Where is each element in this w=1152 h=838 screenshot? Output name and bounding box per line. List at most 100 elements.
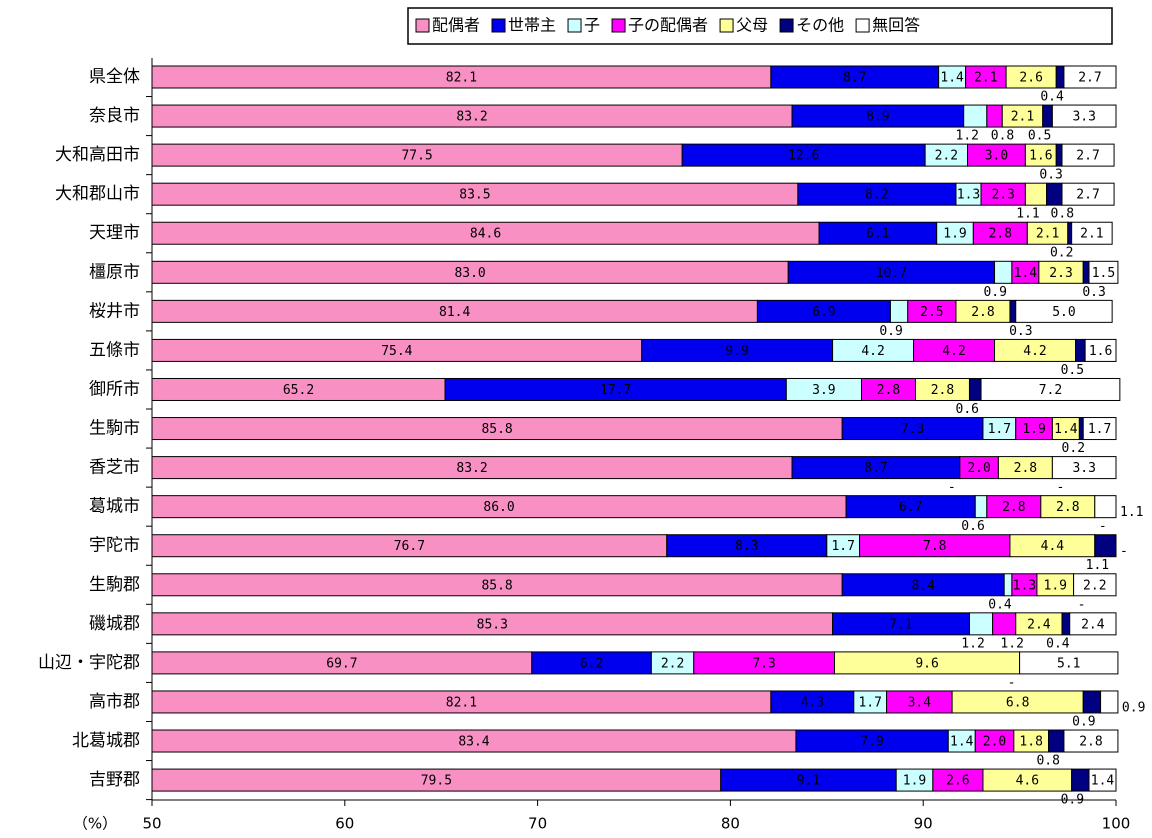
value-label: 0.9	[983, 285, 1006, 300]
bar-segment	[1061, 182, 1115, 206]
bar-segment	[1082, 690, 1102, 714]
value-label: 2.0	[983, 735, 1006, 750]
legend-box	[407, 7, 1113, 45]
value-label: 2.7	[1078, 71, 1101, 86]
value-label: 3.4	[908, 695, 932, 710]
value-label: 0.9	[1122, 700, 1145, 715]
value-label: 0.8	[991, 129, 1014, 144]
bar-segment	[1042, 104, 1053, 128]
value-label: 1.3	[957, 188, 980, 203]
value-label: 1.6	[1029, 149, 1052, 164]
y-tick-label: 大和高田市	[55, 145, 140, 165]
bar-segment	[1009, 299, 1017, 323]
legend-swatch	[611, 18, 626, 33]
y-tick-label: 山辺・宇陀郡	[38, 653, 140, 673]
value-label: 65.2	[283, 383, 314, 398]
bar-segment	[980, 377, 1121, 401]
legend-swatch	[491, 18, 506, 33]
value-label: 2.1	[1011, 110, 1034, 125]
value-label: -	[1008, 675, 1016, 690]
value-label: 82.1	[446, 71, 477, 86]
value-label: 1.4	[1014, 266, 1038, 281]
value-label: 0.8	[1036, 754, 1059, 769]
value-label: 4.2	[1023, 344, 1046, 359]
value-label: 1.9	[943, 227, 966, 242]
bar-segment	[1046, 182, 1063, 206]
legend-label: 子の配偶者	[628, 16, 708, 35]
bar-segment	[1003, 573, 1013, 597]
y-tick-label: 生駒郡	[89, 575, 140, 595]
value-label: 2.2	[661, 656, 684, 671]
value-label: 1.5	[1092, 266, 1115, 281]
bar-segment	[1078, 417, 1084, 441]
y-tick-label: 北葛城郡	[72, 731, 140, 751]
value-label: 8.2	[865, 188, 888, 203]
value-label: 0.4	[988, 597, 1012, 612]
y-tick-label: 高市郡	[89, 692, 140, 712]
legend-swatch	[567, 18, 582, 33]
value-label: 0.3	[1039, 168, 1062, 183]
value-label: 7.1	[889, 617, 912, 632]
value-label: -	[1099, 519, 1107, 534]
value-label: 6.8	[1006, 695, 1029, 710]
bar-segment	[1048, 729, 1065, 753]
bar-segment	[1063, 729, 1119, 753]
value-label: -	[948, 480, 956, 495]
value-label: 85.8	[481, 578, 512, 593]
y-tick-label: 五條市	[89, 340, 140, 360]
bar-segment	[1061, 612, 1071, 636]
value-label: 83.2	[456, 110, 487, 125]
bar-segment	[1094, 495, 1117, 519]
legend-label: 無回答	[872, 16, 920, 35]
value-label: 3.9	[812, 383, 835, 398]
bar-segment	[963, 104, 988, 128]
value-label: 8.3	[735, 539, 758, 554]
value-label: 9.9	[725, 344, 748, 359]
value-label: 0.2	[1050, 246, 1073, 261]
value-label: 0.3	[1082, 285, 1105, 300]
x-tick-label: 60	[335, 815, 354, 833]
value-label: 7.3	[901, 422, 924, 437]
bar-segment	[889, 299, 909, 323]
value-label: 2.4	[1081, 617, 1105, 632]
value-label: 7.9	[860, 735, 883, 750]
value-label: 85.8	[481, 422, 512, 437]
x-tick-label: 100	[1102, 815, 1131, 833]
legend-label: 世帯主	[508, 16, 556, 35]
bar-segment	[1051, 456, 1117, 480]
value-label: 2.7	[1076, 149, 1099, 164]
value-label: 0.6	[961, 519, 984, 534]
x-axis-label: （%）	[73, 815, 117, 833]
value-label: 0.9	[1061, 793, 1084, 808]
bar-segment	[994, 260, 1013, 284]
value-label: 82.1	[446, 695, 477, 710]
value-label: 0.4	[1046, 636, 1070, 651]
value-label: 77.5	[401, 149, 432, 164]
value-label: 17.7	[600, 383, 631, 398]
value-label: 1.4	[1091, 774, 1115, 789]
value-label: 0.4	[1040, 90, 1064, 105]
bar-segment	[1019, 651, 1119, 675]
y-tick-label: 磯城郡	[89, 614, 140, 634]
value-label: 4.6	[1016, 774, 1039, 789]
value-label: 4.3	[801, 695, 824, 710]
value-label: 69.7	[326, 656, 357, 671]
legend-swatch	[779, 18, 794, 33]
bar-segment	[1067, 221, 1073, 245]
value-label: 1.7	[831, 539, 854, 554]
value-label: 9.6	[915, 656, 938, 671]
bar-segment	[1071, 768, 1090, 792]
value-label: 1.4	[950, 735, 974, 750]
bar-segment	[1082, 260, 1090, 284]
y-tick-label: 葛城市	[89, 497, 140, 517]
value-label: 9.1	[797, 774, 820, 789]
y-tick-label: 宇陀市	[89, 536, 140, 556]
y-tick-label: 生駒市	[89, 419, 140, 439]
value-label: 2.0	[967, 461, 990, 476]
value-label: 0.3	[1009, 324, 1032, 339]
y-tick-label: 香芝市	[89, 458, 140, 478]
y-tick-label: 御所市	[89, 379, 140, 399]
value-label: 8.4	[911, 578, 935, 593]
bar-segment	[1082, 417, 1117, 441]
